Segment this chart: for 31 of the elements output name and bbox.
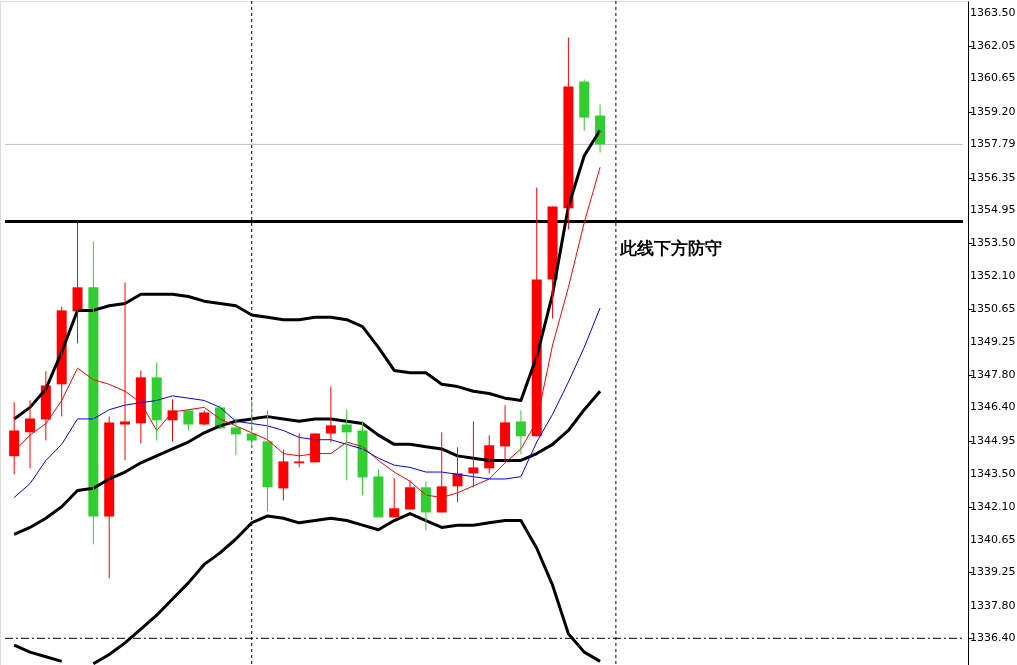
y-tick-label: 1357.79 (970, 137, 1016, 151)
y-tick-label: 1363.50 (970, 5, 1016, 19)
line-series (12, 389, 602, 536)
y-tick-label: 1347.80 (970, 368, 1016, 382)
y-tick-label: 1343.50 (970, 467, 1016, 481)
candlestick (389, 477, 400, 518)
y-tick-label: 1356.35 (970, 170, 1016, 184)
y-tick-label: 1352.10 (970, 268, 1016, 282)
y-tick-label: 1354.95 (970, 202, 1016, 216)
candlestick (579, 79, 590, 132)
y-tick-label: 1340.65 (970, 533, 1016, 547)
y-tick-label: 1346.40 (970, 400, 1016, 414)
y-tick-label: 1339.25 (970, 565, 1016, 579)
candlestick (199, 409, 210, 426)
y-tick-label: 1342.10 (970, 499, 1016, 513)
ref-line-label: 此线下方防守 (618, 237, 722, 258)
y-tick-label: 1344.95 (970, 433, 1016, 447)
candlestick (341, 408, 352, 481)
candlestick (373, 468, 384, 518)
y-tick-label: 1350.65 (970, 302, 1016, 316)
y-tick-label: 1353.50 (970, 236, 1016, 250)
line-series (13, 307, 601, 498)
candlestick (310, 432, 321, 463)
candlestick (468, 420, 479, 488)
y-tick-label: 1337.80 (970, 598, 1016, 612)
y-tick-label: 1360.65 (970, 71, 1016, 85)
candlestick (294, 432, 305, 468)
y-tick-label: 1349.25 (970, 334, 1016, 348)
y-tick-label: 1359.20 (970, 104, 1016, 118)
y-tick-label: 1336.40 (970, 631, 1016, 645)
y-tick-label: 1362.05 (970, 39, 1016, 53)
